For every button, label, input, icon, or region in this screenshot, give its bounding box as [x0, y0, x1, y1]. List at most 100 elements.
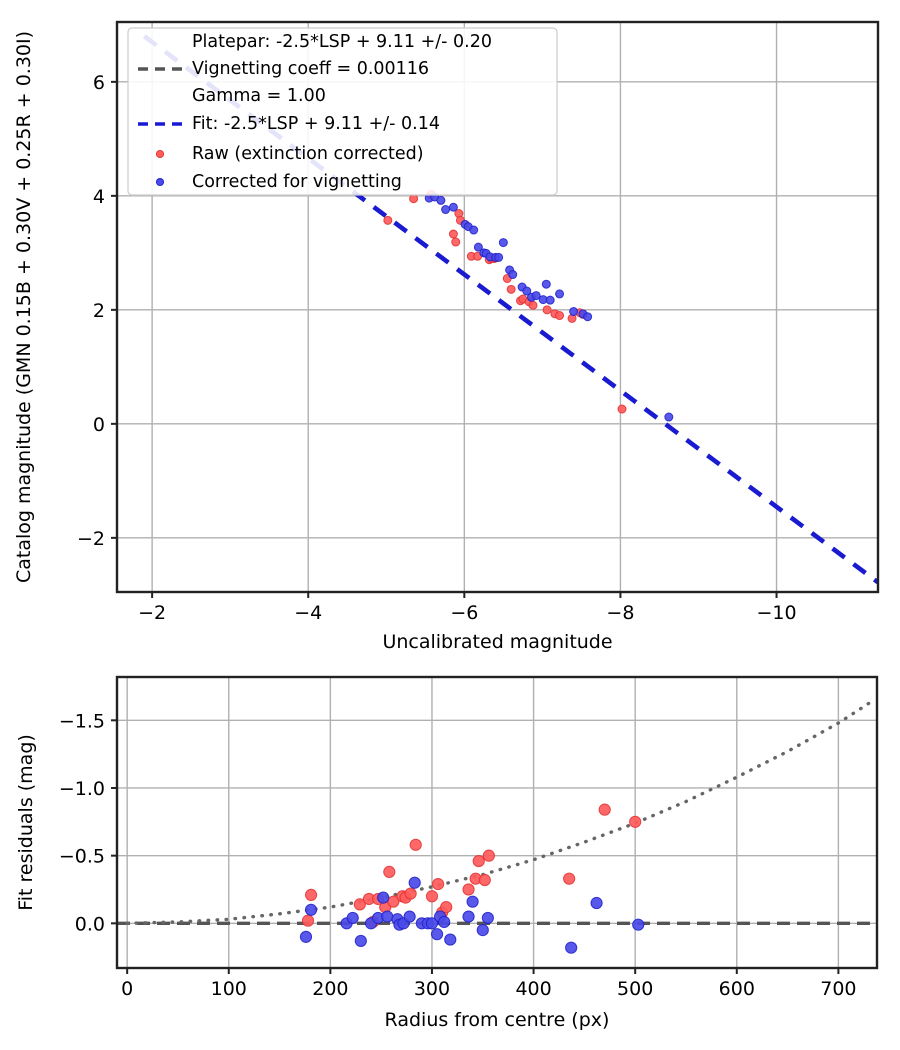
- fit-line: [142, 34, 878, 585]
- data-point: [425, 917, 439, 930]
- data-point: [466, 895, 479, 908]
- data-point: [354, 934, 367, 948]
- data-point: [481, 911, 494, 925]
- data-point: [473, 242, 483, 252]
- legend-label: Raw (extinction corrected): [192, 144, 424, 164]
- data-point: [590, 896, 603, 910]
- data-point: [462, 883, 475, 896]
- x-tick-label: −10: [756, 602, 796, 624]
- data-point: [563, 872, 576, 885]
- data-point: [438, 915, 451, 929]
- y-tick-label: 4: [93, 186, 105, 208]
- axes-photometric-calibration: −2 −4 −6 −8 −10 −2 0 2 4 6 Uncalibrated magnitude C…: [13, 20, 880, 653]
- data-point: [441, 205, 451, 215]
- legend-marker-handle: [155, 149, 165, 159]
- data-point: [498, 238, 508, 248]
- data-point: [430, 928, 444, 941]
- data-point: [440, 900, 453, 914]
- data-point: [304, 903, 318, 916]
- series-raw: [383, 189, 627, 414]
- data-point: [431, 877, 445, 891]
- data-point: [377, 891, 390, 904]
- legend-box: [127, 27, 558, 196]
- data-point: [451, 237, 461, 247]
- data-point: [469, 225, 479, 235]
- data-point: [476, 924, 489, 937]
- legend-marker-handle: [155, 177, 165, 187]
- data-point: [565, 941, 578, 954]
- legend: Platepar: -2.5*LSP + 9.11 +/- 0.20 Vignet…: [127, 27, 558, 196]
- data-point: [381, 910, 394, 923]
- data-point: [569, 307, 579, 317]
- data-point: [409, 194, 419, 204]
- x-tick-label: 300: [414, 978, 450, 1000]
- data-layer: [117, 698, 877, 954]
- ticks: 0 100 200 300 400 500 600 700 0.0 −0.5 −1.0 −1.5: [59, 710, 857, 1000]
- data-point: [387, 895, 400, 908]
- y-axis-label: Fit residuals (mag): [15, 734, 37, 911]
- data-point: [299, 930, 313, 943]
- data-point: [664, 412, 674, 422]
- data-point: [448, 202, 458, 212]
- data-point: [542, 305, 552, 315]
- x-tick-label: −8: [606, 602, 634, 624]
- x-tick-label: 700: [820, 978, 856, 1000]
- data-point: [583, 312, 593, 322]
- legend-label: Vignetting coeff = 0.00116: [192, 59, 429, 79]
- x-tick-label: 400: [515, 978, 551, 1000]
- x-tick-label: −6: [450, 602, 478, 624]
- y-axis-label: Catalog magnitude (GMN 0.15B + 0.30V + 0…: [13, 31, 35, 583]
- data-layer: [142, 34, 878, 585]
- series-corrected: [424, 192, 674, 422]
- data-point: [555, 289, 565, 299]
- data-point: [448, 229, 458, 239]
- x-tick-label: 0: [121, 978, 133, 1000]
- x-tick-label: 100: [211, 978, 247, 1000]
- y-tick-label: −1.0: [59, 778, 105, 800]
- axes-frame: [115, 675, 879, 970]
- axes-fit-residuals-vs-radius: 0 100 200 300 400 500 600 700 0.0 −0.5 −1.0 −1.5 Rad…: [15, 675, 879, 1031]
- data-point: [555, 311, 565, 321]
- y-tick-label: −1.5: [59, 710, 105, 732]
- legend-label: Fit: -2.5*LSP + 9.11 +/- 0.14: [192, 114, 440, 134]
- y-tick-label: −0.5: [59, 846, 105, 868]
- data-point: [353, 898, 366, 911]
- y-tick-label: 6: [93, 72, 105, 94]
- data-point: [462, 910, 475, 923]
- data-point: [383, 215, 393, 225]
- data-point: [403, 910, 416, 923]
- x-tick-label: 500: [617, 978, 653, 1000]
- ticks: −2 −4 −6 −8 −10 −2 0 2 4 6: [77, 72, 797, 624]
- x-axis-label: Uncalibrated magnitude: [382, 631, 612, 653]
- x-axis-label: Radius from centre (px): [385, 1009, 610, 1031]
- data-point: [508, 270, 518, 280]
- data-point: [494, 252, 504, 262]
- x-tick-label: 600: [719, 978, 755, 1000]
- series-raw: [301, 803, 642, 929]
- data-point: [545, 295, 555, 305]
- data-point: [617, 404, 627, 414]
- legend-label: Platepar: -2.5*LSP + 9.11 +/- 0.20: [192, 32, 492, 52]
- data-point: [478, 873, 491, 887]
- data-point: [522, 286, 532, 296]
- data-point: [444, 933, 457, 946]
- data-point: [531, 291, 541, 301]
- x-tick-label: 200: [312, 978, 348, 1000]
- legend-label: Gamma = 1.00: [192, 86, 326, 106]
- data-point: [425, 890, 439, 903]
- data-point: [436, 195, 446, 205]
- y-tick-label: 0: [93, 414, 105, 436]
- y-tick-label: 0.0: [75, 913, 105, 935]
- x-tick-label: −2: [138, 602, 166, 624]
- data-point: [409, 838, 422, 851]
- data-point: [383, 865, 396, 879]
- data-point: [482, 849, 495, 862]
- data-point: [541, 279, 551, 289]
- data-point: [598, 803, 611, 816]
- data-point: [528, 300, 538, 310]
- data-point: [506, 284, 516, 294]
- vignetting-model-curve: [125, 698, 876, 926]
- data-point: [472, 854, 485, 868]
